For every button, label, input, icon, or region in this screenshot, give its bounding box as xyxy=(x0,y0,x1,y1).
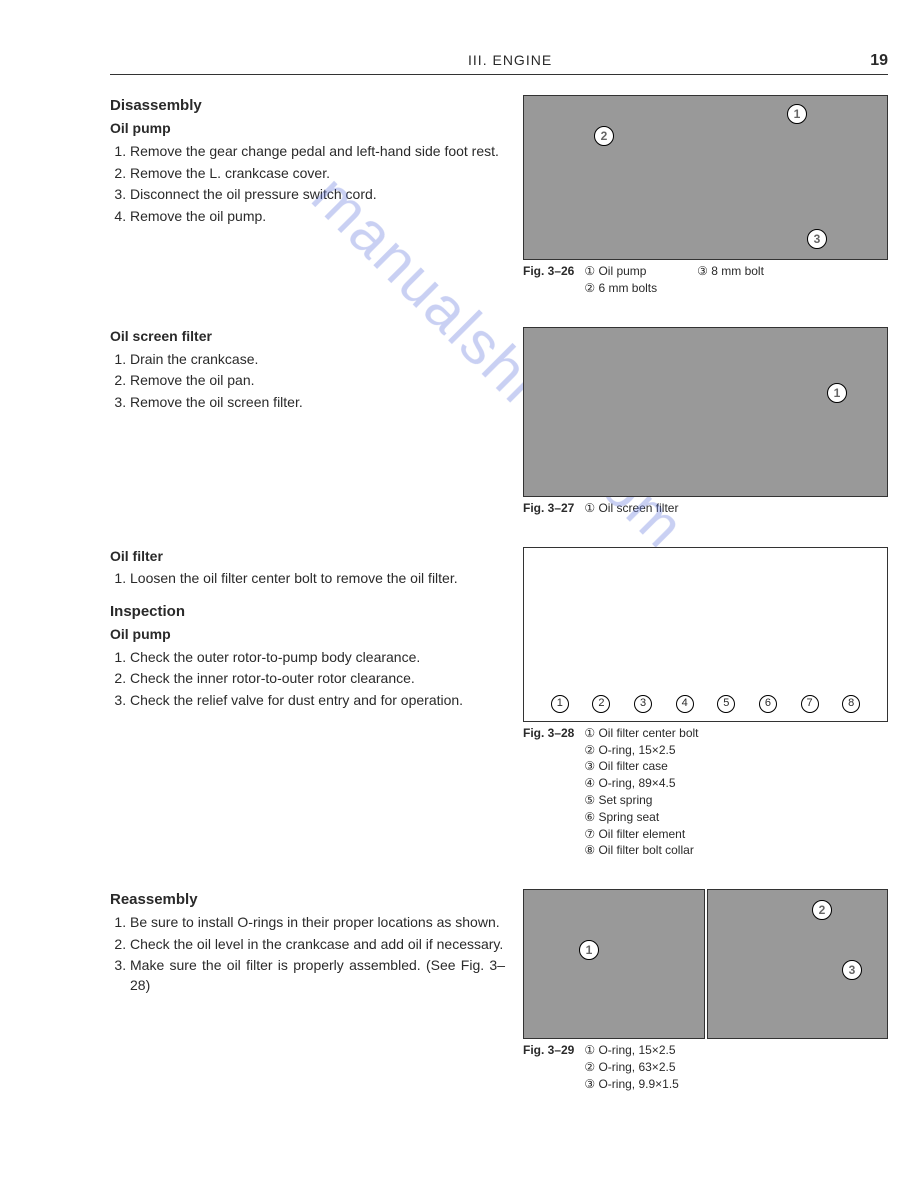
fig-number: Fig. 3–26 xyxy=(523,263,574,280)
step: Check the inner rotor-to-outer rotor cle… xyxy=(130,669,505,689)
fig-item: ④ O-ring, 89×4.5 xyxy=(584,775,698,792)
fig-item: ① O-ring, 15×2.5 xyxy=(584,1042,678,1059)
oilpump-steps: Remove the gear change pedal and left-ha… xyxy=(110,142,505,226)
subheading-oilpump: Oil pump xyxy=(110,119,505,139)
step: Remove the oil pump. xyxy=(130,207,505,227)
fig-item: ⑦ Oil filter element xyxy=(584,826,698,843)
page-header: III. ENGINE 19 xyxy=(110,50,888,75)
figure-3-28-caption: Fig. 3–28 ① Oil filter center bolt ② O-r… xyxy=(523,725,888,859)
figure-3-29-image-left: 1 xyxy=(523,889,705,1039)
figure-3-26-caption: Fig. 3–26 ① Oil pump ② 6 mm bolts ③ 8 mm… xyxy=(523,263,888,297)
reassembly-steps: Be sure to install O-rings in their prop… xyxy=(110,913,505,995)
heading-reassembly: Reassembly xyxy=(110,889,505,910)
subheading-oilscreen: Oil screen filter xyxy=(110,327,505,347)
subheading-oilfilter: Oil filter xyxy=(110,547,505,567)
fig-number: Fig. 3–27 xyxy=(523,500,574,517)
step: Check the outer rotor-to-pump body clear… xyxy=(130,648,505,668)
oilfilter-steps: Loosen the oil filter center bolt to rem… xyxy=(110,569,505,589)
step: Remove the L. crankcase cover. xyxy=(130,164,505,184)
step: Remove the oil screen filter. xyxy=(130,393,505,413)
step: Drain the crankcase. xyxy=(130,350,505,370)
subheading-inspection-oilpump: Oil pump xyxy=(110,625,505,645)
fig-item: ① Oil filter center bolt xyxy=(584,725,698,742)
fig-item: ② O-ring, 15×2.5 xyxy=(584,742,698,759)
block-oilfilter-inspection: Oil filter Loosen the oil filter center … xyxy=(110,547,888,859)
block-reassembly: Reassembly Be sure to install O-rings in… xyxy=(110,889,888,1092)
figure-3-29-caption: Fig. 3–29 ① O-ring, 15×2.5 ② O-ring, 63×… xyxy=(523,1042,888,1092)
figure-3-27-image: 1 xyxy=(523,327,888,497)
step: Check the relief valve for dust entry an… xyxy=(130,691,505,711)
figure-3-29-image-right: 2 3 xyxy=(707,889,889,1039)
fig-item: ① Oil pump xyxy=(584,263,657,280)
fig-number: Fig. 3–28 xyxy=(523,725,574,742)
fig-item: ② 6 mm bolts xyxy=(584,280,657,297)
step: Remove the oil pan. xyxy=(130,371,505,391)
block-disassembly-oilpump: Disassembly Oil pump Remove the gear cha… xyxy=(110,95,888,297)
section-title: III. ENGINE xyxy=(150,51,870,71)
fig-number: Fig. 3–29 xyxy=(523,1042,574,1059)
figure-3-28-diagram: 1 2 3 4 5 6 7 8 xyxy=(523,547,888,722)
block-oilscreen: Oil screen filter Drain the crankcase. R… xyxy=(110,327,888,517)
step: Check the oil level in the crankcase and… xyxy=(130,935,505,955)
step: Remove the gear change pedal and left-ha… xyxy=(130,142,505,162)
fig-item: ① Oil screen filter xyxy=(584,500,678,517)
step: Loosen the oil filter center bolt to rem… xyxy=(130,569,505,589)
figure-3-26-image: 1 2 3 xyxy=(523,95,888,260)
step: Be sure to install O-rings in their prop… xyxy=(130,913,505,933)
fig-item: ⑤ Set spring xyxy=(584,792,698,809)
fig-item: ③ 8 mm bolt xyxy=(697,263,764,280)
oilscreen-steps: Drain the crankcase. Remove the oil pan.… xyxy=(110,350,505,413)
step: Make sure the oil filter is properly ass… xyxy=(130,956,505,995)
fig-item: ② O-ring, 63×2.5 xyxy=(584,1059,678,1076)
fig-item: ⑥ Spring seat xyxy=(584,809,698,826)
page-number: 19 xyxy=(870,50,888,72)
step: Disconnect the oil pressure switch cord. xyxy=(130,185,505,205)
heading-disassembly: Disassembly xyxy=(110,95,505,116)
inspection-oilpump-steps: Check the outer rotor-to-pump body clear… xyxy=(110,648,505,711)
heading-inspection: Inspection xyxy=(110,601,505,622)
fig-item: ③ O-ring, 9.9×1.5 xyxy=(584,1076,678,1093)
fig-item: ③ Oil filter case xyxy=(584,758,698,775)
fig-item: ⑧ Oil filter bolt collar xyxy=(584,842,698,859)
figure-3-27-caption: Fig. 3–27 ① Oil screen filter xyxy=(523,500,888,517)
